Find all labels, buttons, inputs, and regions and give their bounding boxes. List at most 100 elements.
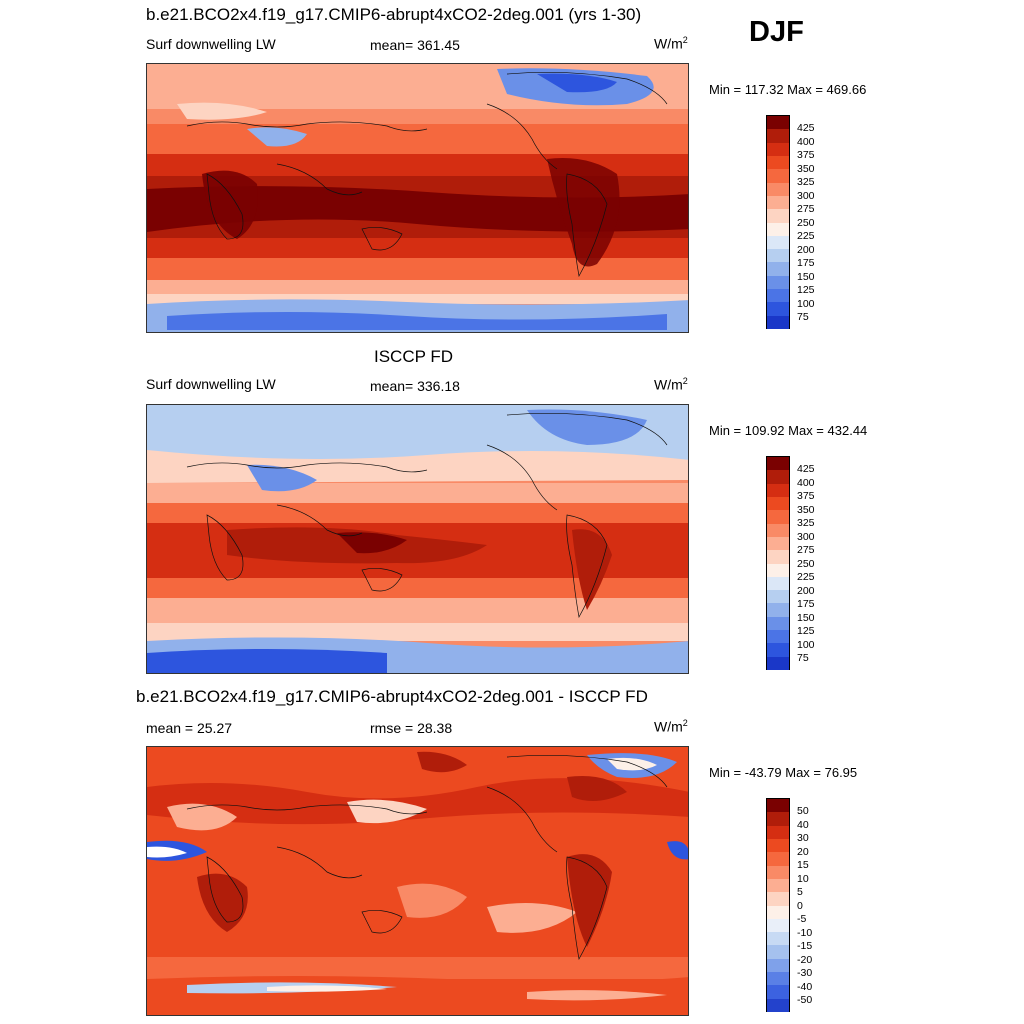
colorbar-swatch bbox=[767, 825, 789, 839]
panel1-map-field bbox=[147, 64, 688, 332]
colorbar-tick-label: 0 bbox=[797, 899, 803, 912]
colorbar-tick-label: -10 bbox=[797, 926, 813, 939]
colorbar-tick-label: 275 bbox=[797, 544, 815, 556]
panel1-mean-label: mean= 361.45 bbox=[370, 37, 460, 53]
colorbar-tick-label: -40 bbox=[797, 980, 813, 993]
colorbar-tick-label: 175 bbox=[797, 257, 815, 269]
colorbar-swatch bbox=[767, 116, 789, 130]
colorbar-tick-label: 400 bbox=[797, 476, 815, 489]
panel3-minmax: Min = -43.79 Max = 76.95 bbox=[709, 765, 858, 780]
colorbar-swatch bbox=[767, 838, 789, 853]
colorbar-swatch bbox=[767, 457, 789, 471]
colorbar-tick-label: -30 bbox=[797, 967, 813, 979]
colorbar-swatch bbox=[767, 275, 789, 290]
colorbar-swatch bbox=[767, 129, 789, 143]
colorbar-swatch bbox=[767, 209, 789, 223]
colorbar-swatch bbox=[767, 155, 789, 170]
colorbar-tick-label: 350 bbox=[797, 162, 815, 175]
panel2-minmax: Min = 109.92 Max = 432.44 bbox=[709, 423, 868, 438]
colorbar-swatch bbox=[767, 892, 789, 906]
colorbar-tick-label: 125 bbox=[797, 284, 815, 296]
colorbar-tick-label: 225 bbox=[797, 230, 815, 242]
colorbar-swatch bbox=[767, 249, 789, 263]
colorbar-swatch bbox=[767, 169, 789, 183]
colorbar-swatch bbox=[767, 182, 789, 196]
season-label: DJF bbox=[749, 16, 804, 48]
panel1-colorbar bbox=[766, 115, 790, 329]
colorbar-tick-label: 175 bbox=[797, 598, 815, 610]
colorbar-swatch bbox=[767, 603, 789, 617]
colorbar-tick-label: 300 bbox=[797, 189, 815, 202]
colorbar-tick-label: 400 bbox=[797, 135, 815, 148]
colorbar-swatch bbox=[767, 932, 789, 946]
panel3-map-field bbox=[147, 747, 688, 1015]
colorbar-tick-label: 375 bbox=[797, 149, 815, 161]
colorbar-tick-label: 425 bbox=[797, 463, 815, 475]
colorbar-tick-label: 350 bbox=[797, 503, 815, 516]
colorbar-swatch bbox=[767, 235, 789, 250]
colorbar-tick-label: 75 bbox=[797, 311, 809, 323]
colorbar-tick-label: 275 bbox=[797, 203, 815, 215]
colorbar-swatch bbox=[767, 865, 789, 879]
panel1-minmax: Min = 117.32 Max = 469.66 bbox=[709, 82, 867, 97]
colorbar-swatch bbox=[767, 289, 789, 303]
panel3-units: W/m2 bbox=[654, 718, 688, 735]
colorbar-swatch bbox=[767, 536, 789, 551]
colorbar-tick-label: -20 bbox=[797, 953, 813, 966]
colorbar-tick-label: 325 bbox=[797, 176, 815, 188]
colorbar-swatch bbox=[767, 563, 789, 577]
panel2-mean-label: mean= 336.18 bbox=[370, 378, 460, 394]
colorbar-tick-label: 300 bbox=[797, 530, 815, 543]
panel3-map bbox=[146, 746, 689, 1016]
panel2-variable-label: Surf downwelling LW bbox=[146, 376, 276, 392]
colorbar-swatch bbox=[767, 222, 789, 236]
panel1-title: b.e21.BCO2x4.f19_g17.CMIP6-abrupt4xCO2-2… bbox=[146, 5, 642, 24]
colorbar-swatch bbox=[767, 972, 789, 986]
colorbar-tick-label: 200 bbox=[797, 243, 815, 256]
colorbar-swatch bbox=[767, 918, 789, 933]
colorbar-tick-label: 30 bbox=[797, 832, 809, 844]
panel3-title: b.e21.BCO2x4.f19_g17.CMIP6-abrupt4xCO2-2… bbox=[136, 687, 648, 706]
colorbar-swatch bbox=[767, 998, 789, 1012]
colorbar-tick-label: 40 bbox=[797, 818, 809, 831]
colorbar-swatch bbox=[767, 945, 789, 959]
panel2-colorbar bbox=[766, 456, 790, 670]
colorbar-tick-label: 125 bbox=[797, 625, 815, 637]
colorbar-tick-label: 5 bbox=[797, 886, 803, 898]
colorbar-tick-label: 50 bbox=[797, 805, 809, 817]
colorbar-tick-label: 325 bbox=[797, 517, 815, 529]
colorbar-tick-label: 75 bbox=[797, 652, 809, 664]
colorbar-tick-label: 100 bbox=[797, 638, 815, 651]
colorbar-swatch bbox=[767, 550, 789, 564]
panel2-units: W/m2 bbox=[654, 376, 688, 393]
colorbar-swatch bbox=[767, 496, 789, 511]
colorbar-swatch bbox=[767, 302, 789, 316]
colorbar-tick-label: 375 bbox=[797, 490, 815, 502]
colorbar-tick-label: 10 bbox=[797, 872, 809, 885]
colorbar-tick-label: -5 bbox=[797, 913, 807, 925]
colorbar-tick-label: -15 bbox=[797, 940, 813, 952]
colorbar-tick-label: 150 bbox=[797, 270, 815, 283]
colorbar-swatch bbox=[767, 483, 789, 497]
panel2-map-field bbox=[147, 405, 688, 673]
panel1-variable-label: Surf downwelling LW bbox=[146, 36, 276, 52]
colorbar-swatch bbox=[767, 878, 789, 893]
panel3-rmse-label: rmse = 28.38 bbox=[370, 720, 453, 736]
colorbar-swatch bbox=[767, 985, 789, 999]
colorbar-swatch bbox=[767, 142, 789, 156]
colorbar-swatch bbox=[767, 315, 789, 329]
colorbar-swatch bbox=[767, 470, 789, 484]
colorbar-tick-label: 100 bbox=[797, 297, 815, 310]
colorbar-swatch bbox=[767, 510, 789, 524]
colorbar-swatch bbox=[767, 590, 789, 604]
panel2-map bbox=[146, 404, 689, 674]
colorbar-swatch bbox=[767, 523, 789, 537]
colorbar-tick-label: 20 bbox=[797, 845, 809, 858]
panel1-map bbox=[146, 63, 689, 333]
colorbar-tick-label: 250 bbox=[797, 216, 815, 229]
colorbar-swatch bbox=[767, 262, 789, 276]
colorbar-swatch bbox=[767, 616, 789, 631]
colorbar-swatch bbox=[767, 643, 789, 657]
colorbar-swatch bbox=[767, 852, 789, 866]
colorbar-swatch bbox=[767, 630, 789, 644]
